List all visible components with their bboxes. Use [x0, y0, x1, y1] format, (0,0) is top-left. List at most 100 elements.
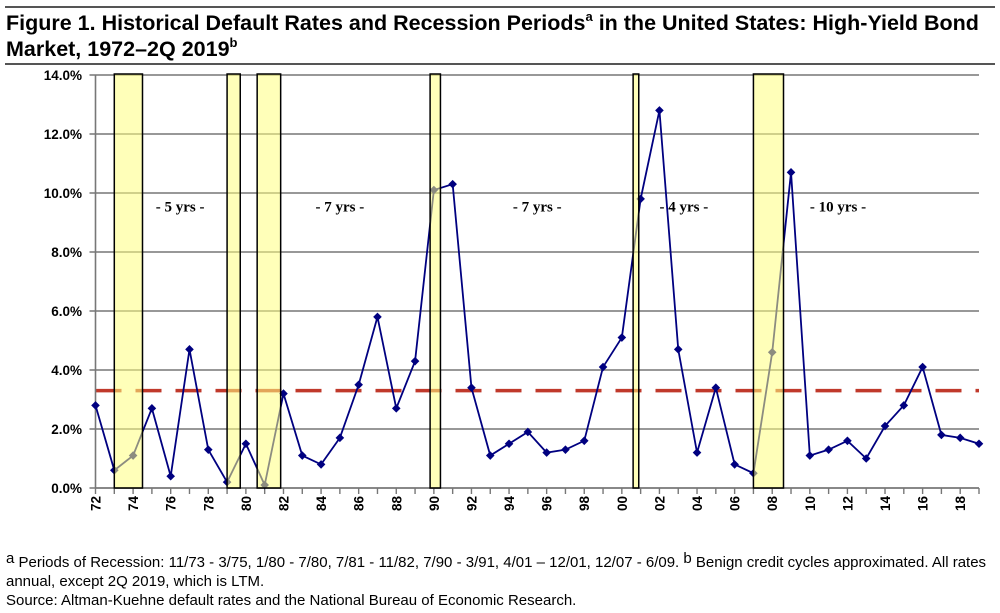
figure-title: Figure 1. Historical Default Rates and R… [6, 10, 996, 62]
x-tick-label: 00 [615, 496, 630, 511]
top-rule [5, 6, 995, 8]
benign-cycle-label: - 4 yrs - [659, 199, 708, 215]
data-point-marker [955, 433, 965, 443]
title-footnote-a: a [585, 9, 593, 24]
footnotes: a Periods of Recession: 11/73 - 3/75, 1/… [6, 550, 996, 610]
series-group [91, 106, 984, 490]
default-rate-chart: 0.0% 2.0% 4.0% 6.0% 8.0% 10.0% 12.0% 14.0% 72 74… [44, 68, 984, 511]
y-tick-label: 10.0% [44, 186, 82, 201]
title-footnote-b: b [229, 35, 238, 50]
x-tick-label: 96 [540, 496, 555, 512]
x-tick-label: 98 [577, 496, 592, 512]
x-tick-label: 88 [389, 496, 404, 512]
y-tick-label: 8.0% [51, 245, 82, 260]
recession-bar [256, 73, 282, 489]
data-point-marker [485, 451, 495, 460]
data-point-marker [579, 436, 589, 446]
data-point-marker [373, 312, 382, 322]
data-point-marker [843, 436, 852, 446]
data-point-marker [711, 383, 721, 392]
x-tick-label: 76 [164, 496, 179, 512]
data-point-marker [918, 362, 927, 372]
data-point-marker [297, 451, 307, 460]
data-point-marker [316, 460, 326, 469]
data-point-marker [203, 445, 213, 454]
x-tick-label: 16 [916, 496, 931, 512]
axes [94, 75, 979, 489]
recession-bar [226, 73, 241, 489]
data-point-marker [805, 451, 815, 460]
data-point-marker [617, 333, 627, 342]
data-point-marker [241, 439, 251, 449]
y-tick-label: 4.0% [51, 363, 82, 378]
data-point-marker [730, 460, 739, 469]
data-point-marker [410, 356, 420, 366]
data-point-marker [354, 380, 363, 390]
recession-bars [113, 73, 785, 489]
x-tick-label: 78 [201, 496, 216, 512]
title-mid: in the United States: High-Yield Bond Ma… [6, 11, 979, 61]
x-tick-label: 86 [352, 496, 367, 512]
data-point-marker [166, 471, 175, 481]
benign-cycle-label: - 10 yrs - [810, 199, 866, 215]
x-tick-label: 10 [803, 496, 818, 511]
x-tick-label: 12 [840, 496, 855, 511]
y-axis-ticks: 0.0% 2.0% 4.0% 6.0% 8.0% 10.0% 12.0% 14.0% [44, 68, 82, 496]
title-main: Figure 1. Historical Default Rates and R… [6, 11, 586, 35]
x-tick-label: 92 [464, 496, 479, 511]
data-point-marker [279, 389, 288, 398]
data-point-marker [448, 179, 457, 189]
data-point-marker [786, 168, 796, 177]
benign-cycle-label: - 7 yrs - [315, 199, 364, 215]
y-tick-label: 14.0% [44, 68, 82, 83]
data-point-marker [861, 454, 871, 463]
data-point-marker [636, 194, 645, 204]
data-point-marker [974, 439, 984, 449]
data-point-marker [655, 106, 664, 115]
x-tick-label: 04 [690, 496, 705, 512]
recession-bar [113, 73, 144, 489]
source-note: Source: Altman-Kuehne default rates and … [6, 592, 577, 609]
footnote-marker-b: b [683, 550, 692, 567]
data-point-marker [185, 345, 194, 354]
x-tick-label: 18 [953, 496, 968, 512]
data-point-marker [673, 345, 683, 354]
recession-bar [752, 73, 785, 489]
annotations: - 5 yrs - - 7 yrs - - 7 yrs - - 4 yrs - - 10… [156, 199, 866, 215]
data-point-marker [523, 427, 533, 437]
x-tick-label: 94 [502, 496, 517, 512]
default-rate-line [94, 110, 980, 488]
recession-periods-text: Periods of Recession: 11/73 - 3/75, 1/80… [14, 554, 684, 571]
data-point-marker [561, 445, 570, 454]
benign-cycles-text: Benign credit cycles approximated. All r… [6, 554, 987, 590]
benign-cycle-label: - 7 yrs - [513, 199, 562, 215]
data-point-marker [880, 421, 890, 431]
title-bottom-rule [5, 63, 995, 65]
x-tick-label: 80 [239, 496, 254, 511]
data-point-marker [937, 430, 946, 440]
x-tick-label: 74 [126, 496, 141, 512]
footnote-marker-a: a [6, 550, 15, 567]
recession-bar [429, 73, 442, 489]
x-tick-label: 14 [878, 496, 893, 512]
data-point-marker [899, 401, 909, 410]
data-point-marker [147, 404, 157, 413]
data-point-marker [391, 404, 401, 413]
data-point-marker [467, 383, 476, 392]
x-axis-ticks: 72 74 76 78 80 82 84 86 88 90 92 94 96 98 00 02 04 06 08 10… [89, 488, 980, 511]
y-tick-label: 0.0% [51, 481, 82, 496]
data-point-marker [692, 448, 702, 457]
benign-cycle-label: - 5 yrs - [156, 199, 205, 215]
x-tick-label: 84 [314, 496, 329, 512]
data-point-marker [598, 362, 608, 372]
y-tick-label: 2.0% [51, 422, 82, 437]
gridlines [89, 74, 979, 489]
data-point-marker [824, 445, 833, 454]
data-point-marker [504, 439, 514, 449]
x-tick-label: 90 [427, 496, 442, 511]
x-tick-label: 06 [728, 496, 743, 512]
recession-bar [632, 73, 640, 489]
x-tick-label: 72 [89, 496, 104, 511]
data-point-marker [542, 448, 551, 457]
x-tick-label: 82 [276, 496, 291, 511]
